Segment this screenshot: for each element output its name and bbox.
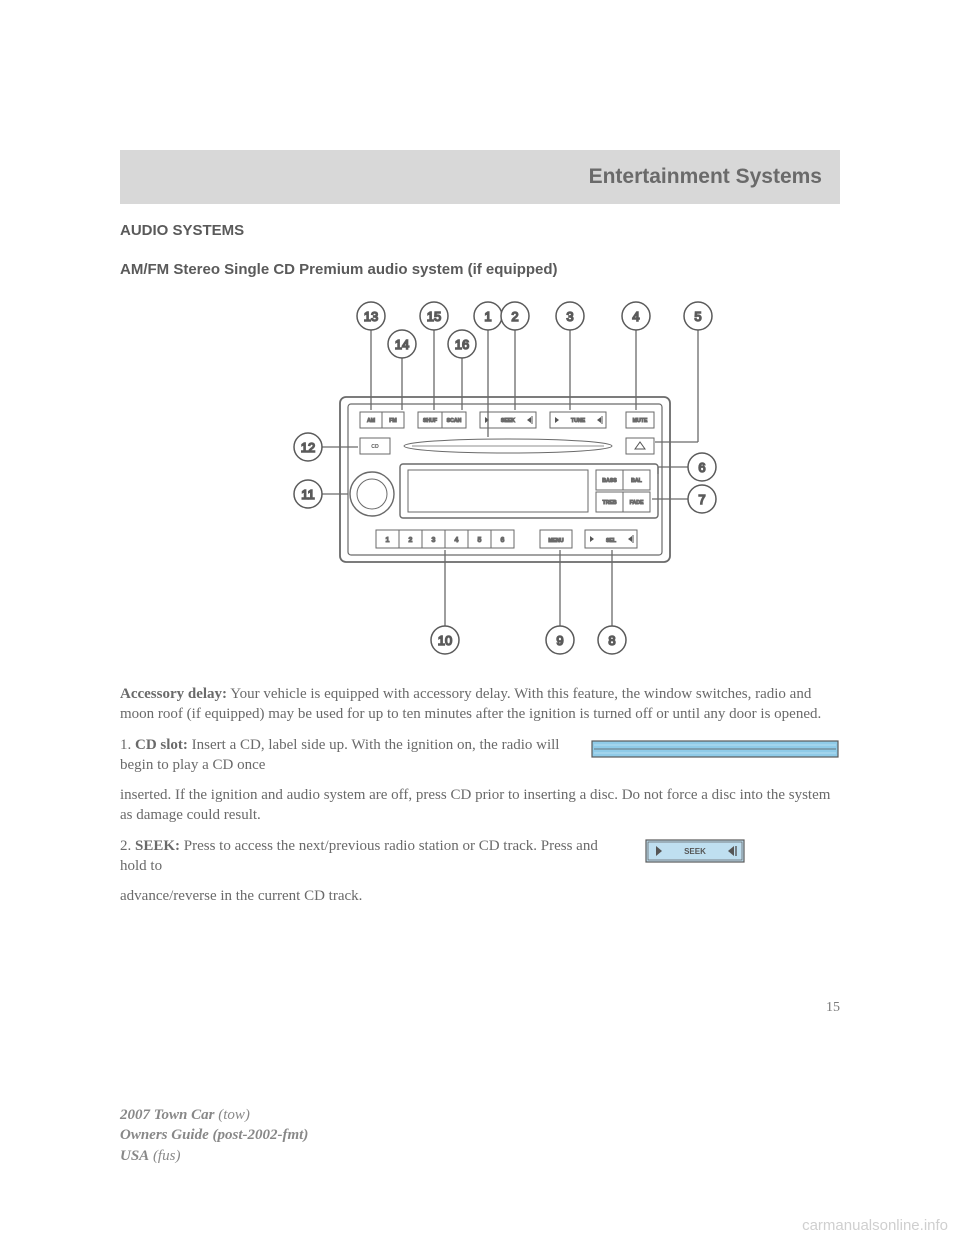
heading-amfm-stereo: AM/FM Stereo Single CD Premium audio sys… [120, 261, 840, 278]
svg-text:9: 9 [556, 633, 563, 648]
svg-text:6: 6 [698, 460, 705, 475]
svg-text:7: 7 [698, 492, 705, 507]
footer-guide: Owners Guide (post-2002-fmt) [120, 1125, 308, 1145]
item1-label: CD slot: [135, 737, 188, 753]
svg-text:BAL: BAL [631, 478, 642, 484]
svg-text:1: 1 [484, 309, 491, 324]
seek-button-icon: SEEK [640, 836, 750, 866]
item-seek: 2. SEEK: Press to access the next/previo… [120, 836, 840, 877]
svg-text:MENU: MENU [548, 538, 564, 544]
svg-text:FM: FM [389, 418, 397, 424]
svg-text:10: 10 [438, 633, 452, 648]
item-cd-slot: 1. CD slot: Insert a CD, label side up. … [120, 735, 840, 776]
svg-text:14: 14 [395, 337, 409, 352]
footer-region-code: (fus) [149, 1148, 180, 1164]
svg-text:2: 2 [409, 537, 413, 544]
section-header-bar: Entertainment Systems [120, 150, 840, 204]
footer-region: USA [120, 1148, 149, 1164]
watermark: carmanualsonline.info [802, 1217, 948, 1234]
svg-text:5: 5 [478, 537, 482, 544]
item2-text-b: advance/reverse in the current CD track. [120, 886, 840, 906]
footer-model: 2007 Town Car [120, 1107, 214, 1123]
svg-text:TREB: TREB [602, 500, 616, 506]
item1-num: 1. [120, 737, 135, 753]
page-number: 15 [826, 1000, 840, 1016]
svg-text:11: 11 [301, 487, 315, 502]
item2-num: 2. [120, 838, 135, 854]
section-header-title: Entertainment Systems [589, 165, 822, 189]
svg-text:CD: CD [371, 444, 379, 450]
accessory-delay-label: Accessory delay: [120, 686, 227, 702]
footer-model-code: (tow) [214, 1107, 249, 1123]
item2-label: SEEK: [135, 838, 180, 854]
svg-text:AM: AM [367, 418, 375, 424]
svg-text:FADE: FADE [630, 500, 644, 506]
cd-slot-icon [590, 735, 840, 763]
svg-text:3: 3 [566, 309, 573, 324]
heading-audio-systems: AUDIO SYSTEMS [120, 222, 840, 239]
svg-text:16: 16 [455, 337, 469, 352]
svg-text:TUNE: TUNE [571, 418, 586, 424]
svg-text:12: 12 [301, 440, 315, 455]
svg-text:MUTE: MUTE [633, 418, 648, 424]
svg-text:8: 8 [608, 633, 615, 648]
item2-text-a: Press to access the next/previous radio … [120, 838, 598, 874]
svg-text:13: 13 [364, 309, 378, 324]
svg-text:6: 6 [501, 537, 505, 544]
svg-text:BASS: BASS [602, 478, 617, 484]
radio-diagram: AM FM SHUF SCAN SEEK TUNE MUTE CD [240, 292, 720, 662]
svg-text:SCAN: SCAN [447, 418, 462, 424]
svg-text:2: 2 [511, 309, 518, 324]
page-footer: 2007 Town Car (tow) Owners Guide (post-2… [120, 1105, 308, 1166]
svg-text:5: 5 [694, 309, 701, 324]
svg-text:SEEK: SEEK [501, 418, 515, 424]
svg-text:3: 3 [432, 537, 436, 544]
item1-text-b: inserted. If the ignition and audio syst… [120, 785, 840, 826]
svg-text:4: 4 [455, 537, 459, 544]
svg-text:4: 4 [632, 309, 639, 324]
svg-text:15: 15 [427, 309, 441, 324]
svg-text:SEEK: SEEK [684, 847, 706, 856]
accessory-delay-para: Accessory delay: Your vehicle is equippe… [120, 684, 840, 725]
svg-text:SEL: SEL [606, 538, 617, 544]
svg-text:SHUF: SHUF [423, 418, 437, 424]
svg-text:1: 1 [386, 537, 390, 544]
manual-page: Entertainment Systems AUDIO SYSTEMS AM/F… [0, 0, 960, 906]
